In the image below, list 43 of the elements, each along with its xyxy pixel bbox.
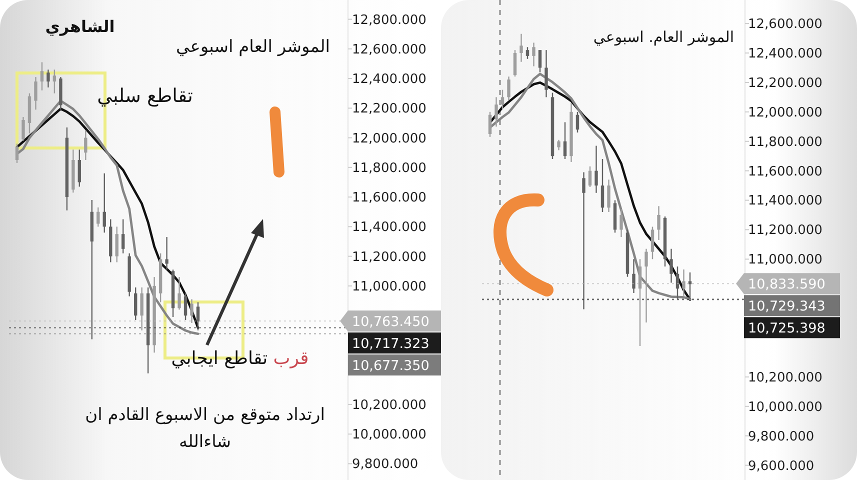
- y-tick-label: 11,400.000: [352, 220, 426, 236]
- ref-line-label: 10,677.350: [352, 358, 430, 374]
- annotation: قرب تقاطع ايجابي: [171, 348, 309, 369]
- y-tick-label: 11,400.000: [748, 194, 822, 209]
- text: الشاهري: [45, 17, 115, 36]
- ref-line-label: 10,717.323: [352, 336, 430, 352]
- y-tick-label: 10,200.000: [352, 398, 426, 413]
- y-tick-label: 11,000.000: [748, 252, 822, 268]
- y-tick-label: 10,200.000: [748, 370, 822, 386]
- y-tick-label: 10,000.000: [352, 428, 426, 443]
- y-tick-label: 9,800.000: [748, 429, 814, 444]
- price-tag: 10,833.590: [736, 273, 840, 294]
- y-tick-label: 11,200.000: [352, 250, 426, 265]
- y-tick-label: 12,200.000: [352, 102, 426, 117]
- y-tick-label: 11,200.000: [748, 223, 822, 238]
- y-tick-label: 11,800.000: [352, 160, 426, 176]
- y-tick-label: 12,400.000: [748, 46, 822, 62]
- text: الموشر العام اسبوعي: [176, 37, 330, 57]
- price-tag: 10,725.398: [744, 317, 840, 338]
- y-tick-label: 12,000.000: [748, 105, 822, 120]
- y-tick-label: 12,600.000: [352, 42, 426, 58]
- y-tick-label: 11,800.000: [748, 134, 822, 150]
- y-tick-label: 12,000.000: [352, 131, 426, 146]
- y-tick-label: 10,000.000: [748, 400, 822, 415]
- y-tick-label: 11,600.000: [748, 164, 822, 180]
- annotation: تقاطع سلبي: [97, 85, 193, 107]
- ref-line-label: 10,725.398: [748, 320, 826, 337]
- ref-line-label: 10,729.343: [748, 298, 826, 315]
- annotation: ارتداد متوقع من الاسبوع القادم ان شاءالله: [85, 405, 325, 452]
- y-tick-label: 11,000.000: [352, 279, 426, 294]
- price-tag: 10,677.350: [348, 354, 444, 376]
- y-tick-label: 11,600.000: [352, 190, 426, 206]
- ref-line-label: 10,763.450: [352, 314, 430, 330]
- y-tick-label: 12,800.000: [352, 12, 426, 28]
- y-tick-label: 9,800.000: [352, 457, 418, 472]
- price-tag: 10,729.343: [744, 295, 840, 316]
- y-tick-label: 12,400.000: [352, 72, 426, 88]
- y-tick-label: 12,200.000: [748, 76, 822, 91]
- ref-line-label: 10,833.590: [748, 276, 826, 293]
- y-tick-label: 12,600.000: [748, 17, 822, 32]
- text: الموشر العام. اسبوعي: [593, 28, 734, 46]
- price-tag: 10,717.323: [348, 332, 444, 354]
- y-tick-label: 9,600.000: [748, 458, 814, 474]
